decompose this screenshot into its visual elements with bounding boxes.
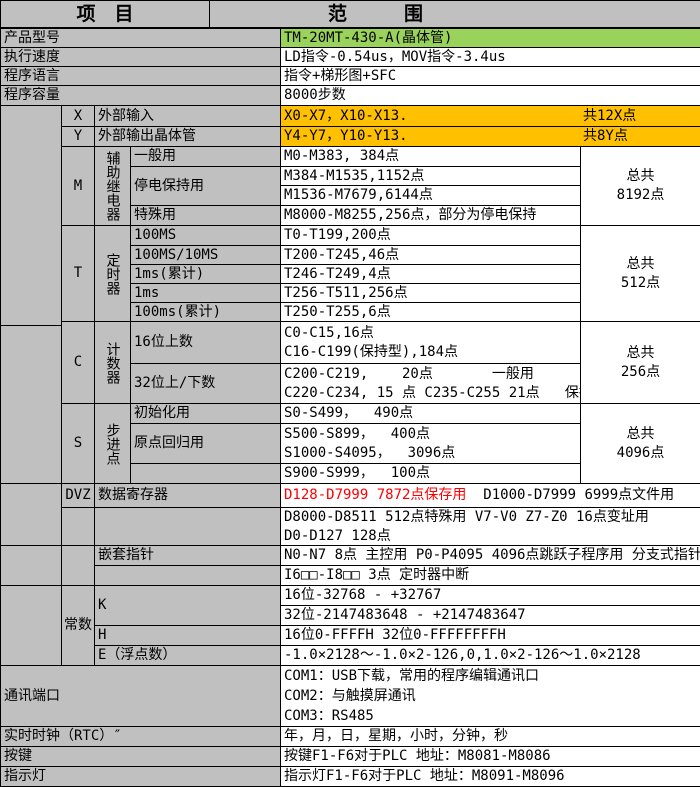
spacer-a2 bbox=[1, 326, 62, 484]
m-value-2: M384-M1535,1152点 bbox=[281, 167, 581, 186]
constant-key: 常数 bbox=[62, 586, 95, 666]
y-range: Y4-Y7，Y10-Y13. bbox=[284, 128, 408, 144]
row-keys-value: 按键F1-F6对于PLC 地址：M8081-M8086 bbox=[281, 747, 700, 767]
t-label-2: 100MS/10MS bbox=[131, 246, 281, 265]
row-indicator-value: 指示灯F1-F6对于PLC 地址：M8091-M8096 bbox=[281, 767, 700, 787]
t-label-3: 1ms(累计) bbox=[131, 265, 281, 284]
pointer-interrupt-value: I6□□-I8□□ 3点 定时器中断 bbox=[281, 566, 700, 586]
c-value-1: C0-C15,16点 C16-C199(保持型),184点 bbox=[281, 322, 581, 364]
m-label-special: 特殊用 bbox=[131, 206, 281, 226]
t-total: 总共 512点 bbox=[581, 226, 700, 322]
constant-label-h: H bbox=[95, 626, 281, 646]
dvz-value-rest: D1000-D7999 6999点文件用 bbox=[466, 487, 675, 503]
row-rtc-label: 实时时钟（RTC）″ bbox=[1, 727, 281, 747]
s-key: S bbox=[62, 404, 95, 484]
c-key: C bbox=[62, 322, 95, 404]
pointer-value: N0-N7 8点 主控用 P0-P4095 4096点跳跃子程序用 分支式指针 bbox=[281, 546, 700, 566]
t-key: T bbox=[62, 226, 95, 322]
row-speed-value: LD指令-0.54us，MOV指令-3.4us bbox=[281, 48, 700, 67]
y-total: 共8Y点 bbox=[583, 128, 628, 144]
y-key: Y bbox=[62, 127, 95, 147]
s-label-init: 初始化用 bbox=[131, 404, 281, 424]
constant-label-k: K bbox=[95, 586, 281, 626]
m-value-1: M0-M383, 384点 bbox=[281, 147, 581, 167]
t-label-1: 100MS bbox=[131, 226, 281, 246]
row-capacity-label: 程序容量 bbox=[1, 86, 281, 106]
pointer-label-empty bbox=[95, 566, 281, 586]
m-value-4: M8000-M8255,256点，部分为停电保持 bbox=[281, 206, 581, 226]
constant-value-k32: 32位-2147483648 - +2147483647 bbox=[281, 606, 700, 626]
row-language-label: 程序语言 bbox=[1, 67, 281, 86]
c-group: 计数器 bbox=[95, 322, 131, 404]
s-value-2: S500-S899， 400点 S1000-S4095， 3096点 bbox=[281, 424, 581, 464]
pointer-label: 嵌套指针 bbox=[95, 546, 281, 566]
spacer-a4 bbox=[1, 546, 62, 586]
t-label-4: 1ms bbox=[131, 284, 281, 303]
spacer-a1 bbox=[1, 106, 62, 326]
s-label-origin: 原点回归用 bbox=[131, 424, 281, 464]
t-value-1: T0-T199,200点 bbox=[281, 226, 581, 246]
x-total: 共12X点 bbox=[583, 107, 637, 124]
row-keys-label: 按键 bbox=[1, 747, 281, 767]
dvz-value-highlight: D128-D7999 7872点保存用 bbox=[284, 487, 467, 503]
m-value-3: M1536-M7679,6144点 bbox=[281, 186, 581, 206]
x-key: X bbox=[62, 106, 95, 127]
constant-value-h: 16位0-FFFFH 32位0-FFFFFFFFH bbox=[281, 626, 700, 646]
m-total: 总共 8192点 bbox=[581, 147, 700, 226]
m-label-latched: 停电保持用 bbox=[131, 167, 281, 206]
x-value: X0-X7，X10-X13. 共12X点 bbox=[281, 106, 700, 127]
c-total: 总共 256点 bbox=[581, 322, 700, 404]
dvz-key-empty bbox=[62, 508, 95, 546]
x-label: 外部输入 bbox=[95, 106, 281, 127]
row-product-label: 产品型号 bbox=[1, 29, 281, 48]
s-label-empty bbox=[131, 464, 281, 484]
header-range: 范 围 bbox=[210, 1, 700, 29]
dvz-value-extra: D8000-D8511 512点特殊用 V7-V0 Z7-Z0 16点变址用 D… bbox=[281, 508, 700, 546]
y-value: Y4-Y7，Y10-Y13. 共8Y点 bbox=[281, 127, 700, 147]
row-rtc-value: 年，月，日，星期，小时，分钟，秒 bbox=[281, 727, 700, 747]
pointer-key-empty bbox=[62, 546, 95, 586]
t-value-4: T256-T511,256点 bbox=[281, 284, 581, 303]
c-label-updown32: 32位上/下数 bbox=[131, 364, 281, 404]
dvz-label-empty bbox=[95, 508, 281, 546]
m-label-general: 一般用 bbox=[131, 147, 281, 167]
c-value-2: C200-C219, 20点 一般用 C220-C234, 15 点 C235-… bbox=[281, 364, 581, 404]
spacer-a5 bbox=[1, 586, 62, 666]
t-group: 定时器 bbox=[95, 226, 131, 322]
s-value-1: S0-S499， 490点 bbox=[281, 404, 581, 424]
s-total: 总共 4096点 bbox=[581, 404, 700, 484]
row-comm-value: COM1：USB下载，常用的程序编辑通讯口 COM2：与触摸屏通讯 COM3：R… bbox=[281, 666, 700, 727]
t-label-5: 100ms(累计) bbox=[131, 303, 281, 322]
dvz-value: D128-D7999 7872点保存用 D1000-D7999 6999点文件用 bbox=[281, 484, 700, 508]
header-item: 项 目 bbox=[1, 1, 210, 29]
constant-label-e: E（浮点数） bbox=[95, 646, 281, 666]
row-speed-label: 执行速度 bbox=[1, 48, 281, 67]
row-product-value: TM-20MT-430-A(晶体管) bbox=[281, 29, 700, 48]
t-value-2: T200-T245,46点 bbox=[281, 246, 581, 265]
t-value-3: T246-T249,4点 bbox=[281, 265, 581, 284]
dvz-label: 数据寄存器 bbox=[95, 484, 281, 508]
row-indicator-label: 指示灯 bbox=[1, 767, 281, 787]
row-comm-label: 通讯端口 bbox=[1, 666, 281, 727]
s-value-3: S900-S999， 100点 bbox=[281, 464, 581, 484]
row-language-value: 指令+梯形图+SFC bbox=[281, 67, 700, 86]
s-group: 步进点 bbox=[95, 404, 131, 484]
x-range: X0-X7，X10-X13. bbox=[284, 107, 408, 124]
m-group: 辅助继电器 bbox=[95, 147, 131, 226]
constant-value-e: -1.0×2128～-1.0×2-126,0,1.0×2-126～1.0×212… bbox=[281, 646, 700, 666]
c-label-up16: 16位上数 bbox=[131, 322, 281, 364]
row-capacity-value: 8000步数 bbox=[281, 86, 700, 106]
constant-value-k16: 16位-32768 - +32767 bbox=[281, 586, 700, 606]
spacer-a3 bbox=[1, 484, 62, 546]
y-label: 外部输出晶体管 bbox=[95, 127, 281, 147]
m-key: M bbox=[62, 147, 95, 226]
t-value-5: T250-T255,6点 bbox=[281, 303, 581, 322]
dvz-key: DVZ bbox=[62, 484, 95, 508]
